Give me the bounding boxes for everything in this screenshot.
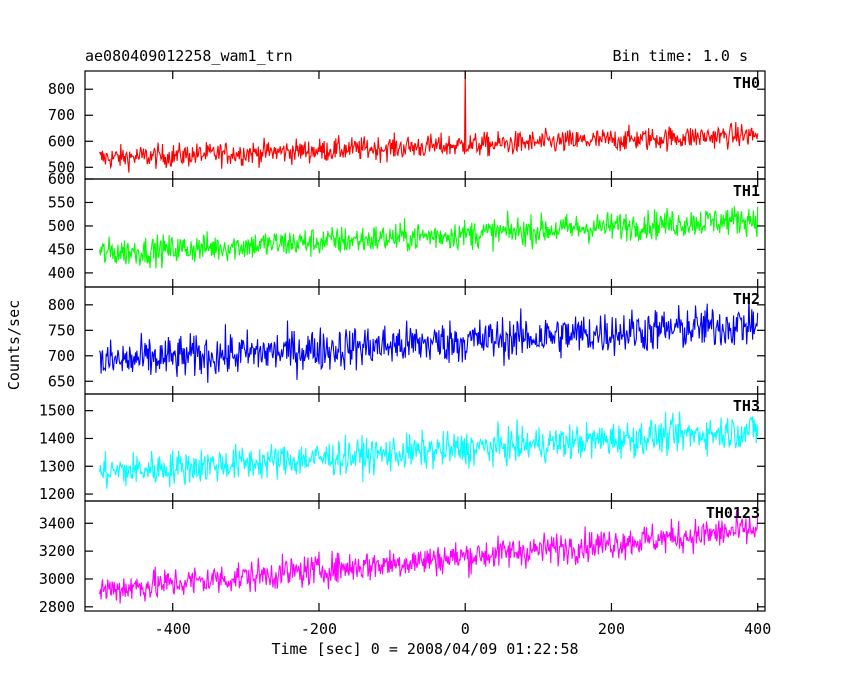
y-tick-label: 1500: [39, 402, 75, 420]
panel-th1: 400 450 500 550 600 TH1: [48, 170, 766, 288]
bin-time-label: Bin time: 1.0 s: [613, 47, 748, 65]
x-tick-label: 400: [744, 620, 771, 638]
panel-label: TH0123: [706, 504, 760, 522]
y-tick-label: 500: [48, 158, 75, 176]
series-line-th0: [99, 71, 759, 173]
y-tick-label: 800: [48, 80, 75, 98]
y-tick-label: 1300: [39, 457, 75, 475]
x-tick-label: 0: [461, 620, 470, 638]
series-line-th1: [99, 206, 759, 269]
y-tick-label: 700: [48, 347, 75, 365]
y-tick-label: 450: [48, 240, 75, 258]
y-tick-label: 750: [48, 321, 75, 339]
y-tick-label: 1400: [39, 429, 75, 447]
panel-label: TH2: [733, 290, 760, 308]
y-tick-label: 600: [48, 132, 75, 150]
series-line-th3: [99, 411, 759, 489]
y-tick-label: 550: [48, 193, 75, 211]
x-tick-label: -200: [301, 620, 337, 638]
panel-label: TH1: [733, 182, 760, 200]
y-tick-label: 700: [48, 106, 75, 124]
chart-title: ae080409012258_wam1_trn: [85, 47, 293, 65]
y-tick-label: 1200: [39, 485, 75, 503]
y-tick-label: 3000: [39, 570, 75, 588]
y-tick-label: 500: [48, 217, 75, 235]
panel-frame: [84, 500, 766, 612]
y-tick-label: 800: [48, 296, 75, 314]
series-line-th2: [99, 296, 759, 383]
y-tick-label: 400: [48, 264, 75, 282]
y-axis-label: Counts/sec: [5, 300, 23, 390]
x-axis-label: Time [sec] 0 = 2008/04/09 01:22:58: [271, 640, 578, 658]
panel-label: TH0: [733, 74, 760, 92]
panel-th2: 650 700 750 800 TH2: [48, 286, 766, 395]
x-tick-label: -400: [155, 620, 191, 638]
y-tick-label: 650: [48, 372, 75, 390]
panel-label: TH3: [733, 397, 760, 415]
y-tick-label: 600: [48, 170, 75, 188]
y-tick-label: 3200: [39, 542, 75, 560]
y-tick-label: 2800: [39, 598, 75, 616]
x-tick-label: 200: [598, 620, 625, 638]
y-tick-label: 3400: [39, 514, 75, 532]
panel-th3: 1200 1300 1400 1500 TH3: [39, 393, 766, 503]
series-line-th0123: [99, 510, 759, 604]
panel-th0123: 2800 3000 3200 3400 TH0123: [39, 500, 766, 616]
panel-frame: [84, 70, 766, 180]
panel-th0: 500 600 700 800 TH0: [48, 70, 766, 180]
panel-frame: [84, 178, 766, 288]
